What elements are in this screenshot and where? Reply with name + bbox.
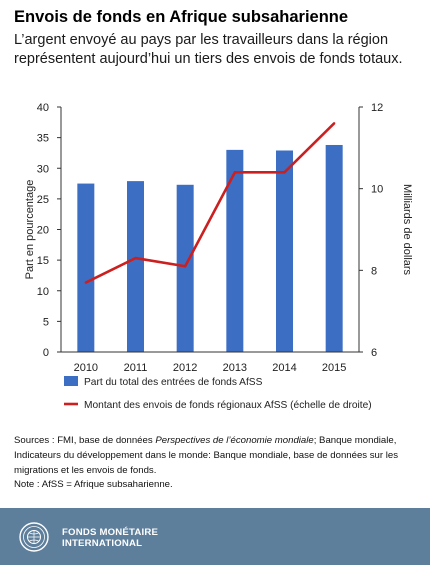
imf-name-line2: INTERNATIONAL: [62, 538, 143, 549]
note-text: Note : AfSS = Afrique subsaharienne.: [14, 479, 173, 491]
y-tick-label-15: 15: [37, 255, 49, 267]
chart-title: Envois de fonds en Afrique subsaharienne: [14, 8, 349, 26]
line-point-2011: [134, 256, 137, 260]
chart: 0 5 10 15 20 25 30 35 40 6 8 10 12 2010 2011 2012 2013 20…: [24, 102, 413, 411]
bar-2012: [176, 184, 194, 352]
y2-tick-label-10: 10: [371, 184, 383, 196]
bar-2010: [77, 183, 95, 352]
y-tick-label-40: 40: [37, 102, 49, 114]
y-tick-label-20: 20: [37, 225, 49, 237]
legend-line-label: Montant des envois de fonds régionaux Af…: [84, 400, 372, 411]
y2-tick-label-8: 8: [371, 265, 377, 277]
imf-name: FONDS MONÉTAIRE INTERNATIONAL: [62, 527, 158, 549]
x-tick-label-2012: 2012: [173, 362, 197, 374]
imf-seal-icon: [19, 522, 49, 552]
chart-subtitle: L’argent envoyé au pays par les travaill…: [14, 32, 403, 67]
line-point-2013: [233, 171, 237, 174]
line-point-2012: [183, 265, 187, 268]
x-tick-label-2011: 2011: [124, 362, 148, 374]
y-tick-label-5: 5: [43, 316, 49, 328]
legend-bar-label: Part du total des entrées de fonds AfSS: [84, 377, 263, 388]
y2-axis-title: Milliards de dollars: [401, 184, 413, 276]
y-tick-label-10: 10: [37, 286, 49, 298]
y2-tick-label-6: 6: [371, 347, 377, 359]
footer-bar: FONDS MONÉTAIRE INTERNATIONAL: [0, 508, 430, 565]
y-tick-label-30: 30: [37, 163, 49, 175]
legend-bar-swatch: [64, 376, 78, 386]
bar-2015: [325, 144, 343, 352]
x-tick-label-2015: 2015: [322, 362, 346, 374]
x-tick-label-2013: 2013: [223, 362, 247, 374]
y-axis-title: Part en pourcentage: [24, 180, 36, 280]
bar-2014: [276, 150, 293, 352]
line-point-2015: [332, 122, 336, 125]
sources-note: Sources : FMI, base de données Perspecti…: [14, 434, 419, 493]
sources-text: Sources : FMI, base de données Perspecti…: [14, 435, 399, 476]
x-tick-label-2014: 2014: [272, 362, 296, 374]
x-tick-label-2010: 2010: [74, 362, 98, 374]
line-point-2014: [283, 171, 286, 174]
y-tick-label-25: 25: [37, 194, 49, 206]
bar-2011: [127, 181, 144, 352]
line-point-2010: [84, 281, 88, 284]
y-tick-label-35: 35: [37, 133, 49, 145]
imf-name-line1: FONDS MONÉTAIRE: [62, 527, 159, 538]
bar-2013: [226, 149, 244, 352]
y2-tick-label-12: 12: [371, 102, 383, 114]
line-series-montant: [85, 122, 336, 284]
y-tick-label-0: 0: [43, 347, 49, 359]
